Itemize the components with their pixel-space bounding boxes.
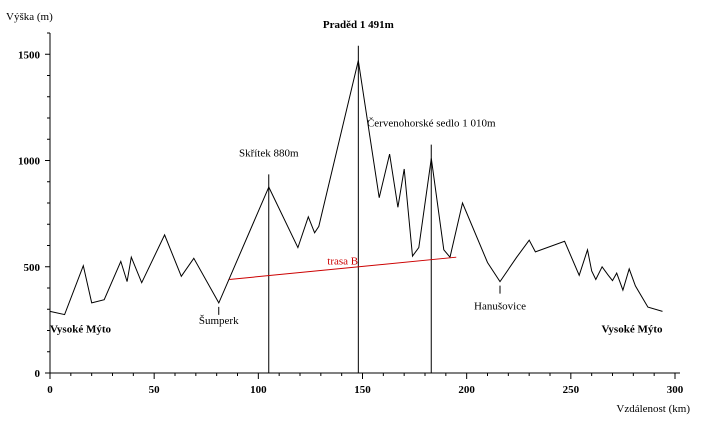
place-label: Vysoké Mýto bbox=[50, 324, 112, 336]
elevation-line bbox=[49, 60, 663, 316]
axes: 0 500 1000 1500 0 50 100 150 200 250 300 bbox=[18, 32, 684, 396]
x-tick-label: 300 bbox=[667, 384, 684, 396]
x-tick-label: 50 bbox=[149, 384, 161, 396]
place-label: Šumperk bbox=[199, 315, 239, 327]
y-tick-label: 0 bbox=[35, 368, 41, 380]
route-b-label: trasa B bbox=[327, 255, 358, 267]
plot-area bbox=[49, 45, 663, 373]
x-tick-label: 150 bbox=[354, 384, 371, 396]
annotations: Skřítek 880m Praděd 1 491m Červenohorské s… bbox=[50, 19, 663, 336]
x-tick-label: 0 bbox=[47, 384, 53, 396]
x-tick-label: 200 bbox=[458, 384, 475, 396]
peak-label: Skřítek 880m bbox=[239, 147, 299, 159]
place-label: Vysoké Mýto bbox=[601, 324, 663, 336]
y-tick-label: 500 bbox=[24, 262, 41, 274]
x-tick-label: 100 bbox=[250, 384, 267, 396]
peak-label: Červenohorské sedlo 1 010m bbox=[367, 118, 496, 130]
y-tick-label: 1500 bbox=[18, 49, 41, 61]
x-tick-label: 250 bbox=[563, 384, 580, 396]
y-axis-title: Výška (m) bbox=[6, 11, 53, 23]
y-tick-label: 1000 bbox=[18, 156, 41, 168]
peak-label: Praděd 1 491m bbox=[323, 19, 394, 31]
x-axis-title: Vzdálenost (km) bbox=[616, 403, 690, 415]
route-b-line bbox=[229, 256, 457, 280]
place-label: Hanušovice bbox=[474, 300, 526, 312]
